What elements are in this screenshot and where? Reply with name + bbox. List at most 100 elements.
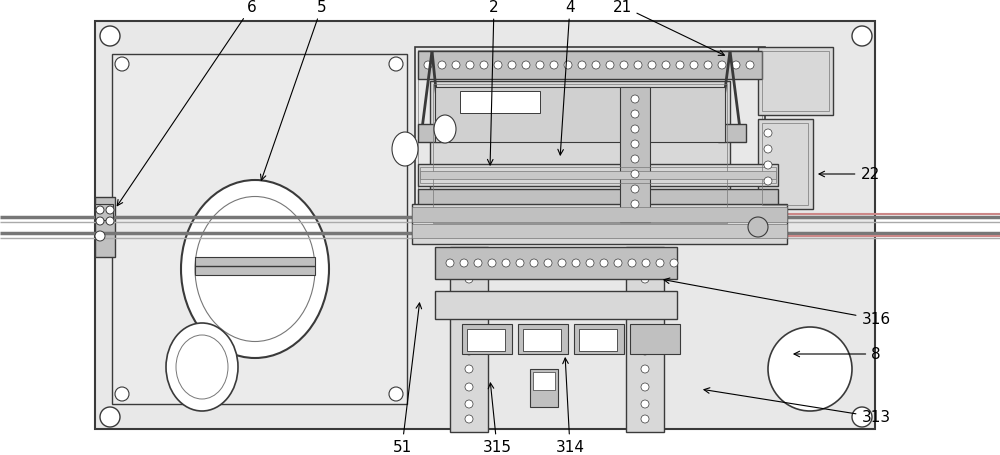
Circle shape (578, 62, 586, 70)
Circle shape (460, 259, 468, 268)
Circle shape (631, 111, 639, 119)
Bar (412, 205, 787, 244)
Circle shape (641, 329, 649, 337)
Circle shape (641, 400, 649, 408)
Circle shape (641, 415, 649, 423)
Text: 8: 8 (794, 347, 881, 362)
Bar (415, 48, 765, 233)
Bar (435, 291, 677, 319)
Circle shape (465, 258, 473, 265)
Circle shape (115, 58, 129, 72)
Bar (418, 51, 762, 229)
Circle shape (586, 259, 594, 268)
Circle shape (676, 62, 684, 70)
Circle shape (465, 293, 473, 301)
Text: 5: 5 (261, 0, 327, 181)
Ellipse shape (434, 116, 456, 144)
Bar (718, 125, 746, 143)
Circle shape (465, 415, 473, 423)
Circle shape (628, 259, 636, 268)
Circle shape (466, 62, 474, 70)
Circle shape (718, 62, 726, 70)
Circle shape (641, 258, 649, 265)
Circle shape (670, 259, 678, 268)
Circle shape (764, 162, 772, 170)
Bar (418, 165, 778, 187)
Circle shape (106, 207, 114, 214)
Circle shape (389, 58, 403, 72)
Text: 314: 314 (556, 358, 584, 455)
Circle shape (488, 259, 496, 268)
Circle shape (389, 387, 403, 401)
Circle shape (764, 177, 772, 186)
Circle shape (852, 407, 872, 427)
Bar (430, 82, 730, 227)
Circle shape (465, 311, 473, 319)
Circle shape (465, 275, 473, 283)
Text: 4: 4 (558, 0, 575, 156)
Bar (574, 324, 624, 354)
Circle shape (96, 217, 104, 226)
Circle shape (452, 62, 460, 70)
Bar (626, 248, 664, 432)
Bar (533, 372, 555, 390)
Bar (460, 92, 540, 114)
Text: 2: 2 (487, 0, 499, 166)
Circle shape (95, 232, 105, 242)
Bar (195, 258, 315, 275)
Circle shape (631, 141, 639, 149)
Circle shape (852, 27, 872, 47)
Bar (758, 120, 813, 210)
Bar (433, 85, 727, 223)
Circle shape (746, 62, 754, 70)
Bar (435, 248, 677, 279)
Circle shape (641, 311, 649, 319)
Circle shape (480, 62, 488, 70)
Circle shape (631, 96, 639, 104)
Circle shape (690, 62, 698, 70)
Circle shape (704, 62, 712, 70)
Circle shape (494, 62, 502, 70)
Circle shape (600, 259, 608, 268)
Text: 21: 21 (612, 0, 724, 56)
Circle shape (474, 259, 482, 268)
Bar (95, 22, 875, 429)
Circle shape (631, 156, 639, 164)
Circle shape (634, 62, 642, 70)
Bar (418, 190, 778, 210)
Circle shape (631, 126, 639, 134)
Bar (418, 52, 762, 80)
Circle shape (465, 383, 473, 391)
Circle shape (544, 259, 552, 268)
Circle shape (564, 62, 572, 70)
Bar (95, 197, 115, 258)
Bar (412, 224, 787, 238)
Circle shape (502, 259, 510, 268)
Bar (620, 88, 650, 222)
Circle shape (424, 62, 432, 70)
Circle shape (465, 400, 473, 408)
Ellipse shape (392, 133, 418, 167)
Circle shape (631, 171, 639, 179)
Circle shape (508, 62, 516, 70)
Circle shape (465, 365, 473, 373)
Circle shape (106, 217, 114, 226)
Bar (579, 329, 617, 351)
Circle shape (641, 275, 649, 283)
Circle shape (620, 62, 628, 70)
Circle shape (446, 259, 454, 268)
Bar (412, 207, 787, 222)
Ellipse shape (166, 324, 238, 411)
Circle shape (606, 62, 614, 70)
Circle shape (572, 259, 580, 268)
Bar (420, 172, 776, 180)
Bar (758, 48, 833, 116)
Ellipse shape (181, 181, 329, 358)
Circle shape (115, 387, 129, 401)
Bar (630, 324, 680, 354)
Bar (95, 205, 113, 221)
Circle shape (656, 259, 664, 268)
Bar (418, 125, 446, 143)
Circle shape (100, 407, 120, 427)
Circle shape (748, 217, 768, 238)
